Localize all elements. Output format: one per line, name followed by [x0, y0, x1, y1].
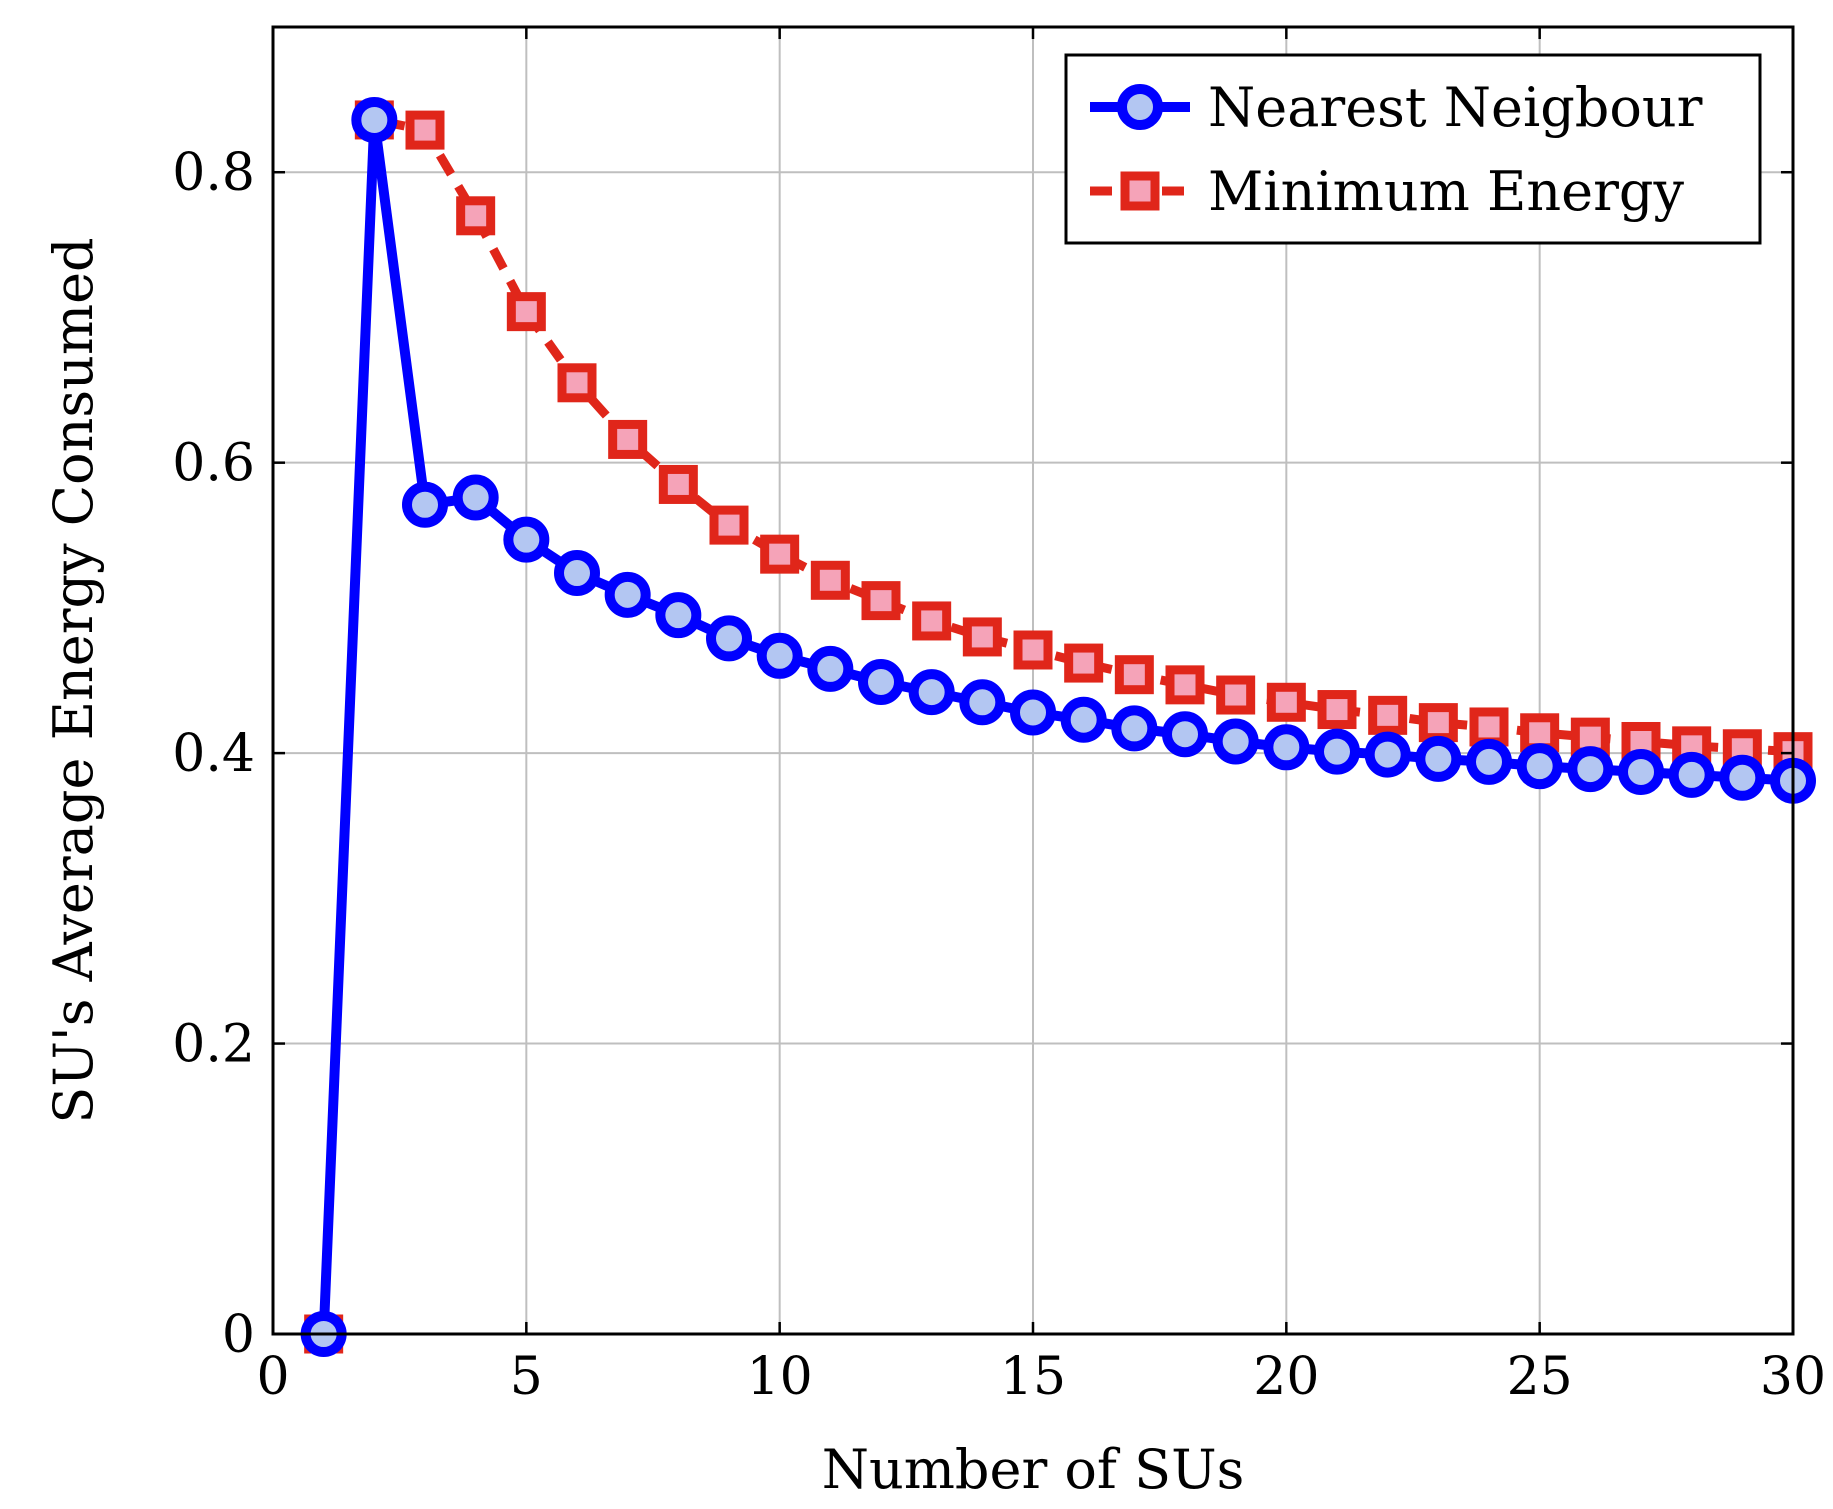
data-point-square	[962, 617, 1002, 657]
data-point-circle	[908, 669, 955, 716]
data-point-square	[1165, 665, 1205, 705]
data-point-circle	[351, 96, 398, 143]
x-tick-label: 10	[747, 1347, 813, 1407]
data-point-circle	[756, 632, 803, 679]
data-point-circle	[1415, 735, 1462, 782]
data-point-circle	[1212, 718, 1259, 765]
data-point-circle	[1162, 711, 1208, 758]
x-axis-label: Number of SUs	[822, 1438, 1245, 1501]
y-tick-label: 0.8	[172, 143, 255, 203]
data-point-square	[912, 601, 952, 641]
x-tick-label: 15	[1000, 1347, 1066, 1407]
legend-label: Minimum Energy	[1208, 160, 1685, 223]
series-line-minimum-energy	[319, 115, 1794, 1335]
data-point-square	[861, 581, 901, 621]
series-line	[319, 115, 1794, 1335]
legend: Nearest Neigbour Minimum Energy	[1064, 53, 1762, 245]
data-point-square	[405, 110, 445, 150]
legend-box	[1064, 53, 1762, 245]
data-point-square	[1120, 171, 1160, 211]
data-point-circle	[1060, 696, 1107, 743]
data-point-square	[760, 534, 800, 574]
data-point-square	[658, 464, 698, 504]
data-point-circle	[1364, 731, 1411, 778]
data-point-square	[810, 560, 850, 600]
data-point-square	[709, 505, 749, 545]
data-point-square	[456, 196, 496, 236]
data-point-circle	[1010, 689, 1056, 736]
data-point-square	[506, 292, 546, 332]
data-point-circle	[1263, 724, 1310, 771]
data-point-square	[1216, 675, 1256, 715]
y-tick-label: 0.4	[172, 724, 255, 784]
y-axis-label: SU's Average Energy Consumed	[42, 237, 105, 1123]
data-point-circle	[452, 474, 499, 521]
data-point-circle	[807, 645, 854, 692]
x-tick-label: 25	[1507, 1347, 1573, 1407]
data-point-square	[1114, 655, 1154, 695]
data-point-circle	[1567, 746, 1614, 793]
data-point-circle	[1668, 751, 1715, 798]
data-point-circle	[604, 571, 651, 618]
x-tick-label: 20	[1253, 1347, 1319, 1407]
data-point-circle	[706, 615, 752, 662]
data-point-square	[557, 363, 597, 403]
data-point-circle	[1314, 728, 1360, 775]
legend-label: Nearest Neigbour	[1208, 76, 1703, 139]
data-point-square	[608, 419, 648, 459]
x-tick-label: 0	[256, 1347, 289, 1407]
x-tick-label: 30	[1760, 1347, 1826, 1407]
data-point-circle	[655, 592, 702, 639]
data-point-square	[1317, 690, 1357, 730]
data-point-square	[1368, 695, 1408, 735]
data-point-circle	[402, 481, 448, 528]
x-tick-label: 5	[510, 1347, 543, 1407]
data-point-circle	[1117, 84, 1163, 130]
data-point-square	[1418, 703, 1458, 743]
data-point-circle	[1111, 705, 1158, 752]
data-point-circle	[858, 658, 904, 705]
y-tick-label: 0	[222, 1305, 255, 1365]
y-tick-label: 0.2	[172, 1015, 255, 1075]
data-point-square	[1469, 707, 1509, 747]
data-point-square	[1064, 643, 1104, 683]
data-point-circle	[1618, 748, 1664, 795]
data-point-circle	[1516, 743, 1563, 790]
data-point-circle	[503, 516, 550, 563]
data-point-circle	[1719, 754, 1766, 801]
tick-labels: 0 5 10 15 20 25 30 0 0.2 0.4 0.6 0.8	[172, 27, 1826, 1407]
data-point-square	[1013, 630, 1053, 670]
data-point-circle	[959, 679, 1006, 726]
y-tick-label: 0.6	[172, 434, 255, 494]
data-point-circle	[554, 550, 600, 597]
data-point-circle	[1466, 738, 1512, 785]
data-point-square	[1266, 682, 1306, 722]
